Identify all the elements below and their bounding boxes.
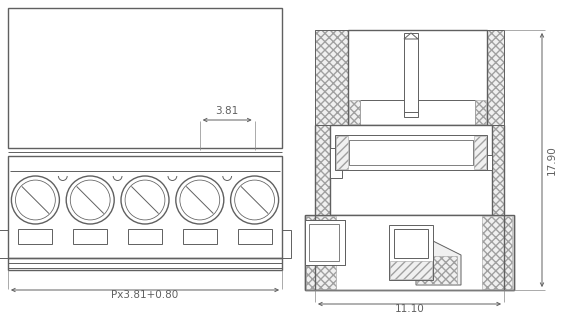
Bar — [492, 125, 504, 215]
Bar — [404, 33, 418, 117]
Bar — [306, 216, 336, 289]
Bar — [417, 256, 457, 284]
Bar — [305, 220, 345, 265]
Bar — [19, 229, 53, 244]
Bar — [336, 136, 348, 169]
Bar — [480, 155, 492, 170]
Bar — [349, 140, 473, 165]
Bar — [0, 230, 8, 258]
Bar — [487, 30, 504, 125]
Bar — [348, 30, 487, 125]
Bar — [394, 229, 428, 258]
Bar — [305, 215, 514, 290]
Text: Px3.81+0.80: Px3.81+0.80 — [111, 290, 179, 300]
Bar — [475, 100, 486, 124]
Bar — [309, 224, 339, 261]
Bar — [335, 135, 487, 170]
Bar — [238, 229, 272, 244]
Bar — [282, 230, 291, 258]
Bar — [487, 30, 504, 125]
Bar — [315, 125, 330, 215]
Text: 17.90: 17.90 — [547, 145, 557, 175]
Bar — [183, 229, 217, 244]
Bar — [128, 229, 162, 244]
Bar — [482, 216, 512, 289]
Bar — [8, 258, 282, 270]
Bar — [73, 229, 107, 244]
Bar — [389, 225, 433, 280]
Text: 3.81: 3.81 — [216, 106, 239, 116]
Polygon shape — [404, 33, 418, 39]
Bar — [315, 30, 348, 125]
Polygon shape — [416, 235, 461, 285]
Bar — [492, 125, 504, 215]
Bar — [315, 30, 348, 125]
Bar — [330, 148, 342, 178]
Bar — [360, 100, 475, 125]
Bar — [330, 125, 492, 215]
Text: 11.10: 11.10 — [394, 304, 424, 314]
Bar — [315, 125, 330, 215]
Bar — [8, 156, 282, 258]
Bar — [474, 136, 486, 169]
Bar — [349, 100, 360, 124]
Bar — [390, 261, 432, 279]
Bar — [8, 8, 282, 148]
